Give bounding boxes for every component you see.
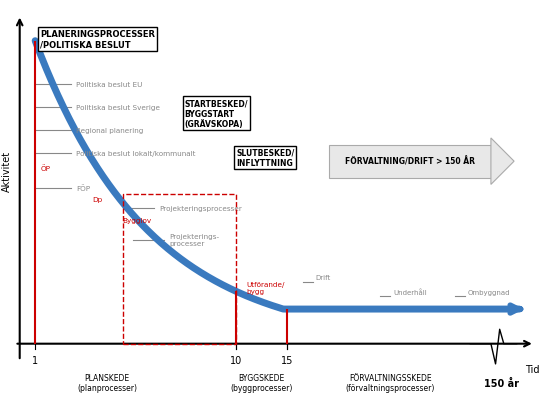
Text: Politiska beslut Sverige: Politiska beslut Sverige xyxy=(76,105,160,111)
Text: Drift: Drift xyxy=(316,275,331,281)
Text: 10: 10 xyxy=(230,355,242,365)
Text: 15: 15 xyxy=(281,355,294,365)
Text: ÖP: ÖP xyxy=(40,165,50,172)
Text: FÖRVALTNING/DRIFT > 150 ÅR: FÖRVALTNING/DRIFT > 150 ÅR xyxy=(345,157,475,166)
Text: Underhåll: Underhåll xyxy=(393,288,427,295)
Text: Projekteringsprocesser: Projekteringsprocesser xyxy=(159,206,242,212)
Text: Projekterings-
processer: Projekterings- processer xyxy=(169,234,219,247)
Text: PLANERINGSPROCESSER
/POLITISKA BESLUT: PLANERINGSPROCESSER /POLITISKA BESLUT xyxy=(40,30,155,49)
Text: Tid: Tid xyxy=(525,364,539,374)
Text: BYGGSKEDE
(byggprocesser): BYGGSKEDE (byggprocesser) xyxy=(231,373,293,392)
Bar xyxy=(329,145,491,178)
Text: Dp: Dp xyxy=(92,197,102,203)
Text: SLUTBESKED/
INFLYTTNING: SLUTBESKED/ INFLYTTNING xyxy=(236,148,294,168)
Text: Politiska beslut EU: Politiska beslut EU xyxy=(76,82,143,88)
Text: Ombyggnad: Ombyggnad xyxy=(468,289,510,295)
Text: Bygglov: Bygglov xyxy=(123,217,152,223)
Text: FÖRVALTNINGSSKEDE
(förvaltningsprocesser): FÖRVALTNINGSSKEDE (förvaltningsprocesser… xyxy=(346,373,435,392)
Text: FÖP: FÖP xyxy=(76,185,90,192)
Text: STARTBESKED/
BYGGSTART
(GRÄVSKOPA): STARTBESKED/ BYGGSTART (GRÄVSKOPA) xyxy=(184,99,248,129)
Text: Politiska beslut lokalt/kommunalt: Politiska beslut lokalt/kommunalt xyxy=(76,151,196,157)
Text: Aktivitet: Aktivitet xyxy=(2,151,12,192)
Text: 1: 1 xyxy=(32,355,38,365)
Bar xyxy=(123,194,236,344)
Text: Utförande/
bygg: Utförande/ bygg xyxy=(246,281,285,294)
Text: PLANSKEDE
(planprocesser): PLANSKEDE (planprocesser) xyxy=(77,373,137,392)
Text: 150 år: 150 år xyxy=(484,379,519,389)
Text: Regional planering: Regional planering xyxy=(76,128,144,134)
Polygon shape xyxy=(491,139,514,185)
